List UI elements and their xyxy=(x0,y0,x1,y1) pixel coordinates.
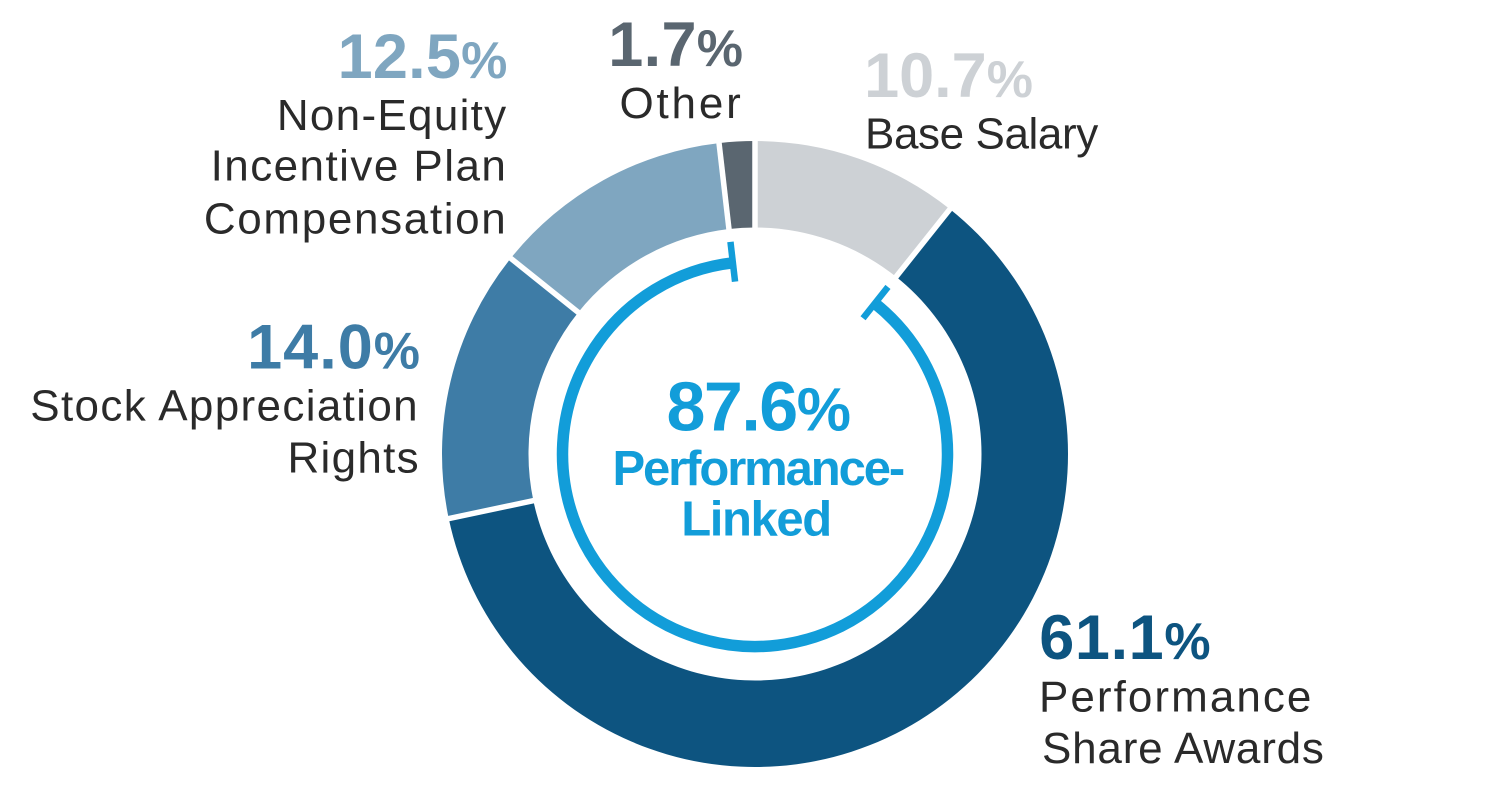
svg-text:Share Awards: Share Awards xyxy=(1042,724,1325,773)
svg-text:61.1%: 61.1% xyxy=(1039,603,1211,673)
svg-text:10.7%: 10.7% xyxy=(864,41,1033,111)
svg-text:Base Salary: Base Salary xyxy=(865,110,1098,159)
svg-text:Compensation: Compensation xyxy=(204,195,508,244)
svg-text:Incentive Plan: Incentive Plan xyxy=(211,142,508,191)
svg-text:Performance: Performance xyxy=(1039,673,1313,722)
svg-text:Stock Appreciation: Stock Appreciation xyxy=(30,381,419,430)
svg-text:14.0%: 14.0% xyxy=(247,313,421,383)
svg-text:Other: Other xyxy=(620,79,744,128)
svg-text:Linked: Linked xyxy=(681,493,831,547)
svg-text:1.7%: 1.7% xyxy=(608,10,743,80)
svg-text:Rights: Rights xyxy=(287,434,420,483)
svg-text:Non-Equity: Non-Equity xyxy=(277,91,508,140)
svg-text:Performance-: Performance- xyxy=(612,442,903,496)
svg-text:12.5%: 12.5% xyxy=(338,22,508,92)
svg-text:87.6%: 87.6% xyxy=(667,368,850,446)
